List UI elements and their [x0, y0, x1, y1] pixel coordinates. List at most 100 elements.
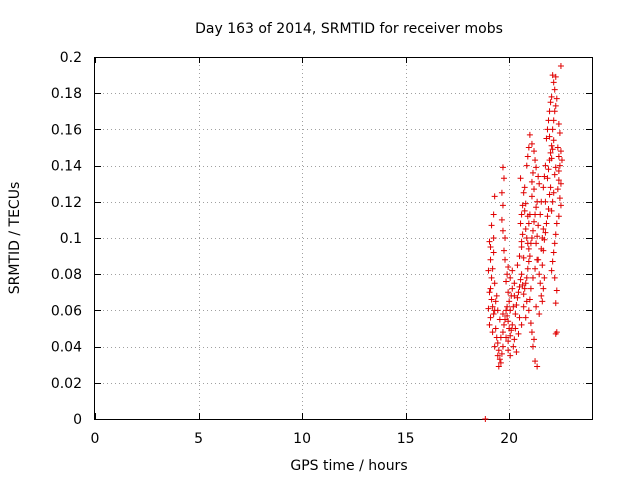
- data-point: [549, 258, 556, 265]
- data-point: [502, 235, 509, 241]
- data-point: [512, 311, 519, 318]
- data-point: [494, 352, 501, 359]
- data-point: [511, 336, 518, 343]
- data-point: [539, 262, 546, 269]
- data-point: [514, 262, 521, 269]
- data-point: [536, 180, 543, 187]
- data-point: [540, 285, 547, 292]
- data-point: [551, 86, 558, 93]
- data-point: [555, 213, 562, 220]
- data-point: [499, 311, 506, 318]
- data-point: [556, 195, 563, 202]
- x-axis-ticks: 0 5 10 15 20: [91, 57, 518, 447]
- data-point: [517, 175, 524, 182]
- data-point: [503, 334, 510, 341]
- data-point: [522, 314, 529, 321]
- y-tick-label: 0.08: [51, 267, 82, 283]
- data-point: [526, 253, 533, 260]
- data-point: [540, 184, 547, 191]
- data-point: [498, 189, 505, 196]
- data-point: [535, 222, 542, 229]
- data-point: [552, 164, 559, 171]
- data-point: [491, 280, 498, 287]
- y-tick-label: 0: [73, 412, 82, 428]
- data-point: [535, 173, 542, 180]
- data-point: [518, 321, 525, 328]
- data-point: [534, 363, 541, 370]
- data-point: [550, 79, 557, 86]
- data-point: [507, 332, 514, 339]
- data-point: [510, 303, 517, 310]
- data-point: [544, 213, 551, 220]
- y-tick-label: 0.16: [51, 122, 82, 138]
- data-point: [487, 256, 494, 263]
- data-point: [549, 126, 556, 133]
- data-point: [551, 274, 558, 281]
- data-point: [548, 207, 555, 214]
- data-point: [488, 274, 495, 281]
- data-point: [555, 153, 562, 160]
- data-point: [490, 249, 497, 256]
- data-point: [546, 108, 553, 115]
- data-point: [531, 336, 538, 343]
- data-point: [493, 292, 500, 299]
- x-tick-label: 10: [293, 431, 311, 447]
- data-point: [505, 263, 512, 270]
- data-point: [549, 198, 556, 205]
- data-point: [500, 175, 507, 182]
- data-point: [533, 164, 540, 171]
- data-point: [545, 117, 552, 124]
- data-point: [518, 271, 525, 278]
- data-point: [519, 282, 526, 289]
- data-point: [529, 169, 536, 176]
- y-axis-label: SRMTID / TECUs: [7, 182, 23, 295]
- data-point: [521, 285, 528, 292]
- data-point: [500, 247, 507, 254]
- chart-title: Day 163 of 2014, SRMTID for receiver mob…: [195, 21, 503, 37]
- data-point: [516, 314, 523, 321]
- data-point: [509, 267, 516, 274]
- data-point: [504, 303, 511, 310]
- data-point: [548, 155, 555, 162]
- data-point: [529, 343, 536, 350]
- data-point: [531, 186, 538, 193]
- data-point: [549, 146, 556, 153]
- data-point: [497, 359, 504, 366]
- data-point: [527, 320, 534, 327]
- data-point: [538, 292, 545, 299]
- y-tick-label: 0.06: [51, 303, 82, 319]
- data-point: [528, 235, 535, 241]
- data-point: [532, 157, 539, 164]
- data-point: [536, 271, 543, 278]
- data-point: [498, 350, 505, 357]
- data-point: [495, 347, 502, 354]
- data-point: [537, 280, 544, 287]
- data-point: [529, 274, 536, 281]
- data-point: [517, 276, 524, 283]
- y-tick-label: 0.02: [51, 376, 82, 392]
- data-point: [486, 238, 493, 245]
- x-tick-label: 15: [397, 431, 415, 447]
- data-point: [509, 285, 516, 292]
- data-point: [491, 193, 498, 200]
- data-point: [536, 311, 543, 318]
- data-point: [513, 301, 520, 308]
- data-point: [516, 253, 523, 260]
- data-point: [507, 307, 514, 314]
- data-point: [557, 180, 564, 187]
- data-point: [505, 318, 512, 325]
- data-point: [505, 347, 512, 354]
- data-point: [541, 274, 548, 281]
- data-point: [548, 267, 555, 274]
- data-point: [526, 131, 533, 138]
- data-point: [539, 298, 546, 305]
- data-point: [556, 130, 563, 137]
- data-point: [532, 211, 539, 218]
- data-point: [488, 296, 495, 303]
- data-point: [525, 245, 532, 252]
- data-point: [551, 240, 558, 247]
- data-point: [486, 289, 493, 296]
- data-point: [523, 162, 530, 169]
- data-point: [526, 211, 533, 218]
- data-point: [548, 142, 555, 149]
